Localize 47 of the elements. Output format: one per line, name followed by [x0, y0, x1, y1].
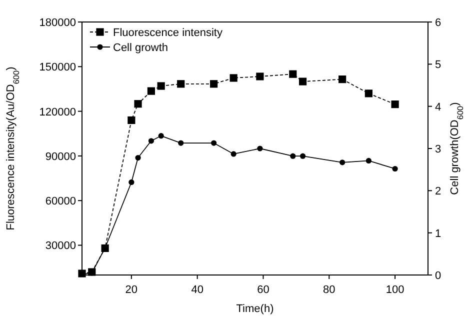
point: [158, 133, 164, 139]
point: [300, 153, 306, 159]
y-tick-label: 60000: [45, 196, 76, 208]
point: [391, 100, 399, 108]
point: [134, 100, 142, 108]
point: [256, 72, 264, 80]
legend-label: Fluorescence intensity: [113, 27, 223, 39]
point: [148, 138, 154, 144]
y2-tick-label: 1: [435, 228, 442, 240]
point: [230, 151, 236, 157]
y-tick-label: 150000: [39, 62, 76, 74]
point: [290, 153, 296, 159]
y-tick-label: 90000: [45, 150, 76, 163]
y2-tick-label: 3: [435, 144, 442, 156]
point: [177, 80, 185, 88]
point: [298, 78, 307, 86]
y-tick-label: 120000: [39, 106, 76, 118]
point: [289, 70, 297, 78]
point: [366, 158, 372, 164]
x-tick-label: 20: [125, 284, 138, 296]
y2-tick-label: 5: [435, 59, 442, 72]
point: [128, 179, 134, 186]
y-tick-label: 180000: [39, 17, 76, 29]
point: [128, 116, 136, 124]
y2-tick-label: 4: [435, 101, 442, 114]
legend-label: Cell growth: [113, 42, 168, 54]
x-tick-label: 80: [323, 284, 336, 296]
point: [338, 75, 346, 84]
point: [178, 140, 184, 146]
point: [392, 166, 398, 172]
x-axis-title: Time(h): [236, 303, 274, 315]
x-tick-label: 40: [191, 284, 204, 296]
point: [211, 140, 217, 146]
x-tick-label: 100: [386, 284, 404, 296]
point: [157, 82, 165, 90]
y-tick-label: 30000: [45, 240, 76, 252]
point: [210, 80, 218, 88]
x-tick-label: 60: [257, 284, 270, 296]
point: [230, 74, 238, 82]
point: [135, 154, 141, 161]
point: [147, 87, 155, 95]
point: [257, 146, 263, 152]
y2-tick-label: 0: [435, 270, 442, 282]
point: [364, 90, 372, 98]
point: [340, 160, 346, 166]
y2-tick-label: 6: [435, 17, 442, 29]
y2-tick-label: 2: [435, 186, 442, 198]
